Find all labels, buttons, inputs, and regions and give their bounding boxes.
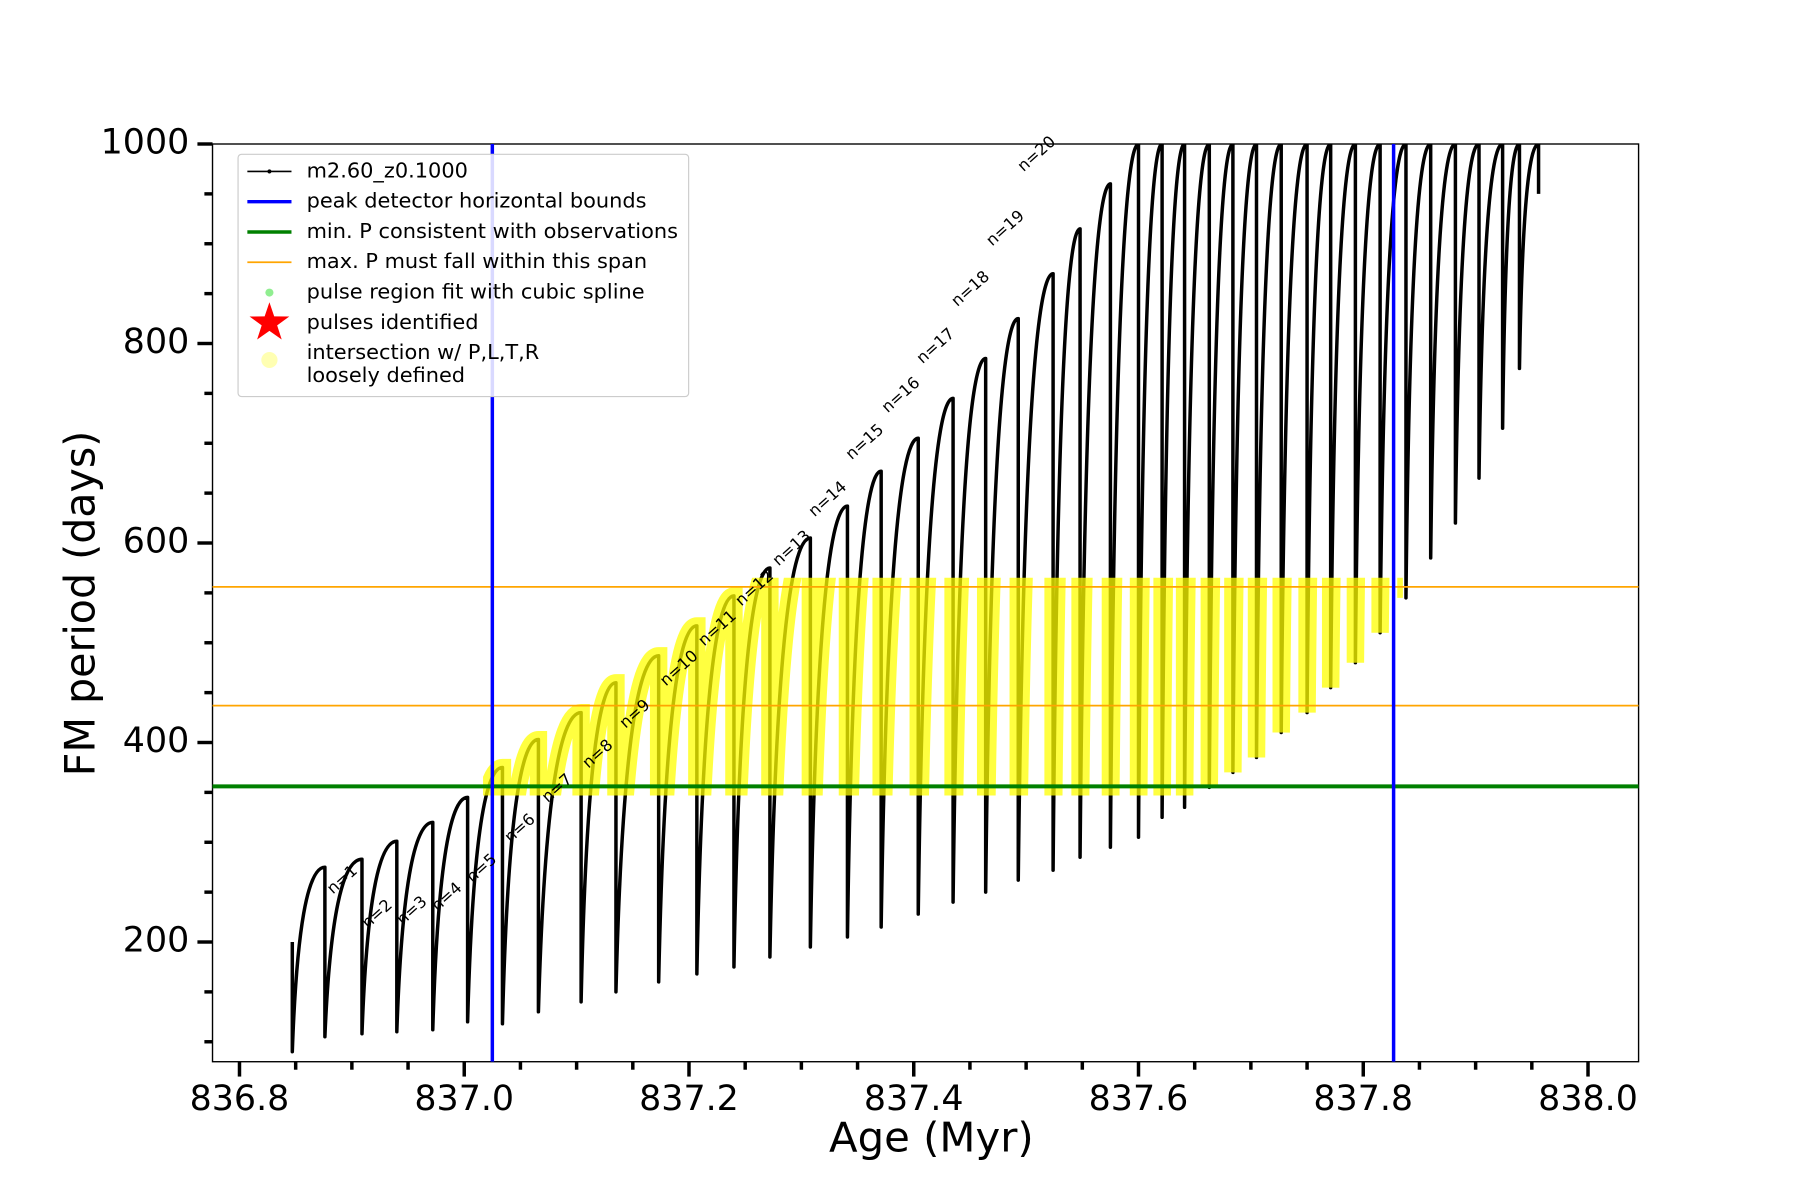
legend-label: pulses identified [307, 310, 479, 334]
y-tick-label: 1000 [101, 123, 190, 163]
axes: 836.8 837.0 837.2 837.4 837.6 837.8 838.0 200 40… [101, 123, 1638, 1119]
legend-handle [261, 352, 278, 368]
x-tick-label: 837.0 [414, 1079, 514, 1119]
x-tick-label: 836.8 [190, 1079, 290, 1119]
legend-label: peak detector horizontal bounds [307, 189, 647, 213]
legend-handle [265, 288, 274, 297]
legend-label: m2.60_z0.1000 [307, 159, 468, 184]
x-tick-label: 837.6 [1089, 1079, 1189, 1119]
legend-handle [249, 302, 290, 340]
intersection-highlight [483, 577, 1403, 796]
legend-label: min. P consistent with observations [307, 219, 678, 243]
y-tick-label: 400 [123, 721, 189, 761]
legend-box [237, 153, 690, 398]
y-tick-label: 600 [123, 522, 189, 562]
y-tick-label: 200 [123, 921, 189, 961]
legend-handle [267, 169, 272, 174]
x-tick-label: 837.2 [639, 1079, 739, 1119]
x-tick-label: 838.0 [1538, 1079, 1638, 1119]
legend-label: max. P must fall within this span [307, 249, 648, 273]
legend-label: intersection w/ P,L,T,R [307, 340, 540, 364]
x-tick-label: 837.8 [1313, 1079, 1413, 1119]
legend-label: pulse region fit with cubic spline [307, 280, 645, 304]
y-axis-label: FM period (days) [56, 431, 104, 777]
x-tick-label: 837.4 [864, 1079, 964, 1119]
x-axis-label: Age (Myr) [829, 1114, 1034, 1162]
y-tick-label: 800 [123, 322, 189, 362]
legend-label: loosely defined [307, 363, 465, 387]
